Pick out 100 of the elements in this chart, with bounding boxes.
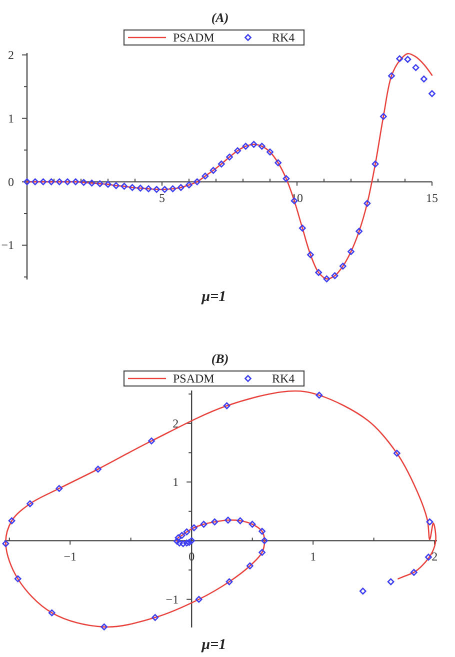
point (428, 90, 436, 98)
point (246, 562, 254, 570)
point (153, 186, 160, 193)
point (40, 178, 47, 186)
point (100, 623, 108, 630)
point (348, 248, 354, 256)
point (282, 175, 290, 182)
point (72, 178, 80, 186)
legend-label: PSADM (173, 30, 215, 44)
point (339, 262, 346, 270)
point (364, 200, 371, 207)
x-tick-label: 1 (310, 550, 316, 564)
point (194, 178, 201, 186)
point (387, 578, 394, 586)
point (307, 251, 314, 258)
point (242, 142, 250, 150)
y-tick-label: 1 (8, 111, 14, 126)
y-tick-label: 2 (8, 48, 14, 62)
point (359, 588, 366, 595)
y-tick-label: −1 (166, 592, 179, 606)
point (180, 540, 187, 548)
point (152, 614, 159, 621)
point (200, 520, 208, 528)
point (226, 154, 233, 160)
point (388, 72, 395, 80)
x-tick-label: 2 (432, 550, 438, 564)
point (188, 537, 196, 544)
point (210, 166, 217, 174)
x-tick-label: 5 (159, 190, 165, 205)
point (316, 392, 323, 399)
point (396, 55, 404, 62)
point (112, 182, 120, 190)
chart-title: (A) (211, 10, 229, 25)
point (323, 275, 330, 282)
point (48, 609, 56, 616)
point (211, 518, 218, 526)
point (224, 516, 232, 524)
point (56, 178, 63, 186)
point (223, 402, 230, 410)
point (80, 178, 88, 186)
point (380, 112, 387, 120)
point (331, 272, 338, 280)
point (14, 575, 22, 582)
point (186, 538, 193, 546)
point (195, 596, 202, 603)
point (176, 540, 183, 546)
y-tick-label: 0 (8, 174, 14, 189)
point (226, 578, 233, 586)
point (425, 554, 432, 561)
point (178, 532, 186, 539)
point (315, 269, 322, 276)
legend-label: RK4 (272, 372, 295, 386)
point (148, 438, 155, 444)
point (393, 450, 400, 457)
point (426, 518, 434, 526)
point (64, 178, 71, 186)
point (298, 224, 306, 232)
point (169, 185, 176, 192)
point (174, 534, 182, 542)
point (258, 528, 266, 535)
point (250, 140, 258, 148)
point (32, 178, 39, 186)
legend-label: RK4 (272, 30, 295, 44)
point (94, 466, 102, 473)
point (26, 500, 34, 508)
point (145, 185, 152, 192)
point (234, 147, 242, 154)
x-tick-label: 15 (426, 190, 438, 205)
point (48, 178, 55, 186)
point (410, 568, 418, 576)
point (236, 517, 244, 524)
point (258, 548, 266, 556)
point (261, 537, 268, 544)
point (174, 538, 180, 545)
point (96, 180, 104, 188)
point (128, 184, 136, 191)
point (266, 148, 274, 156)
point (136, 184, 144, 192)
point (218, 160, 225, 168)
point (356, 228, 363, 235)
point (161, 186, 168, 193)
chart-title: (B) (211, 351, 229, 366)
y-tick-label: 1 (172, 475, 179, 490)
point (8, 517, 16, 524)
point (420, 76, 428, 82)
x-axis-title: μ=1 (200, 637, 226, 653)
legend-label: PSADM (173, 372, 215, 386)
point (248, 520, 256, 528)
point (202, 172, 209, 180)
y-tick-label: 2 (172, 416, 179, 430)
x-axis-title: μ=1 (200, 289, 226, 305)
point (177, 184, 184, 191)
x-tick-label: −1 (64, 550, 76, 564)
point (186, 182, 192, 188)
point (104, 180, 112, 188)
point (274, 159, 282, 166)
point (190, 524, 198, 532)
point (183, 540, 190, 546)
point (372, 160, 379, 168)
point (120, 182, 128, 190)
